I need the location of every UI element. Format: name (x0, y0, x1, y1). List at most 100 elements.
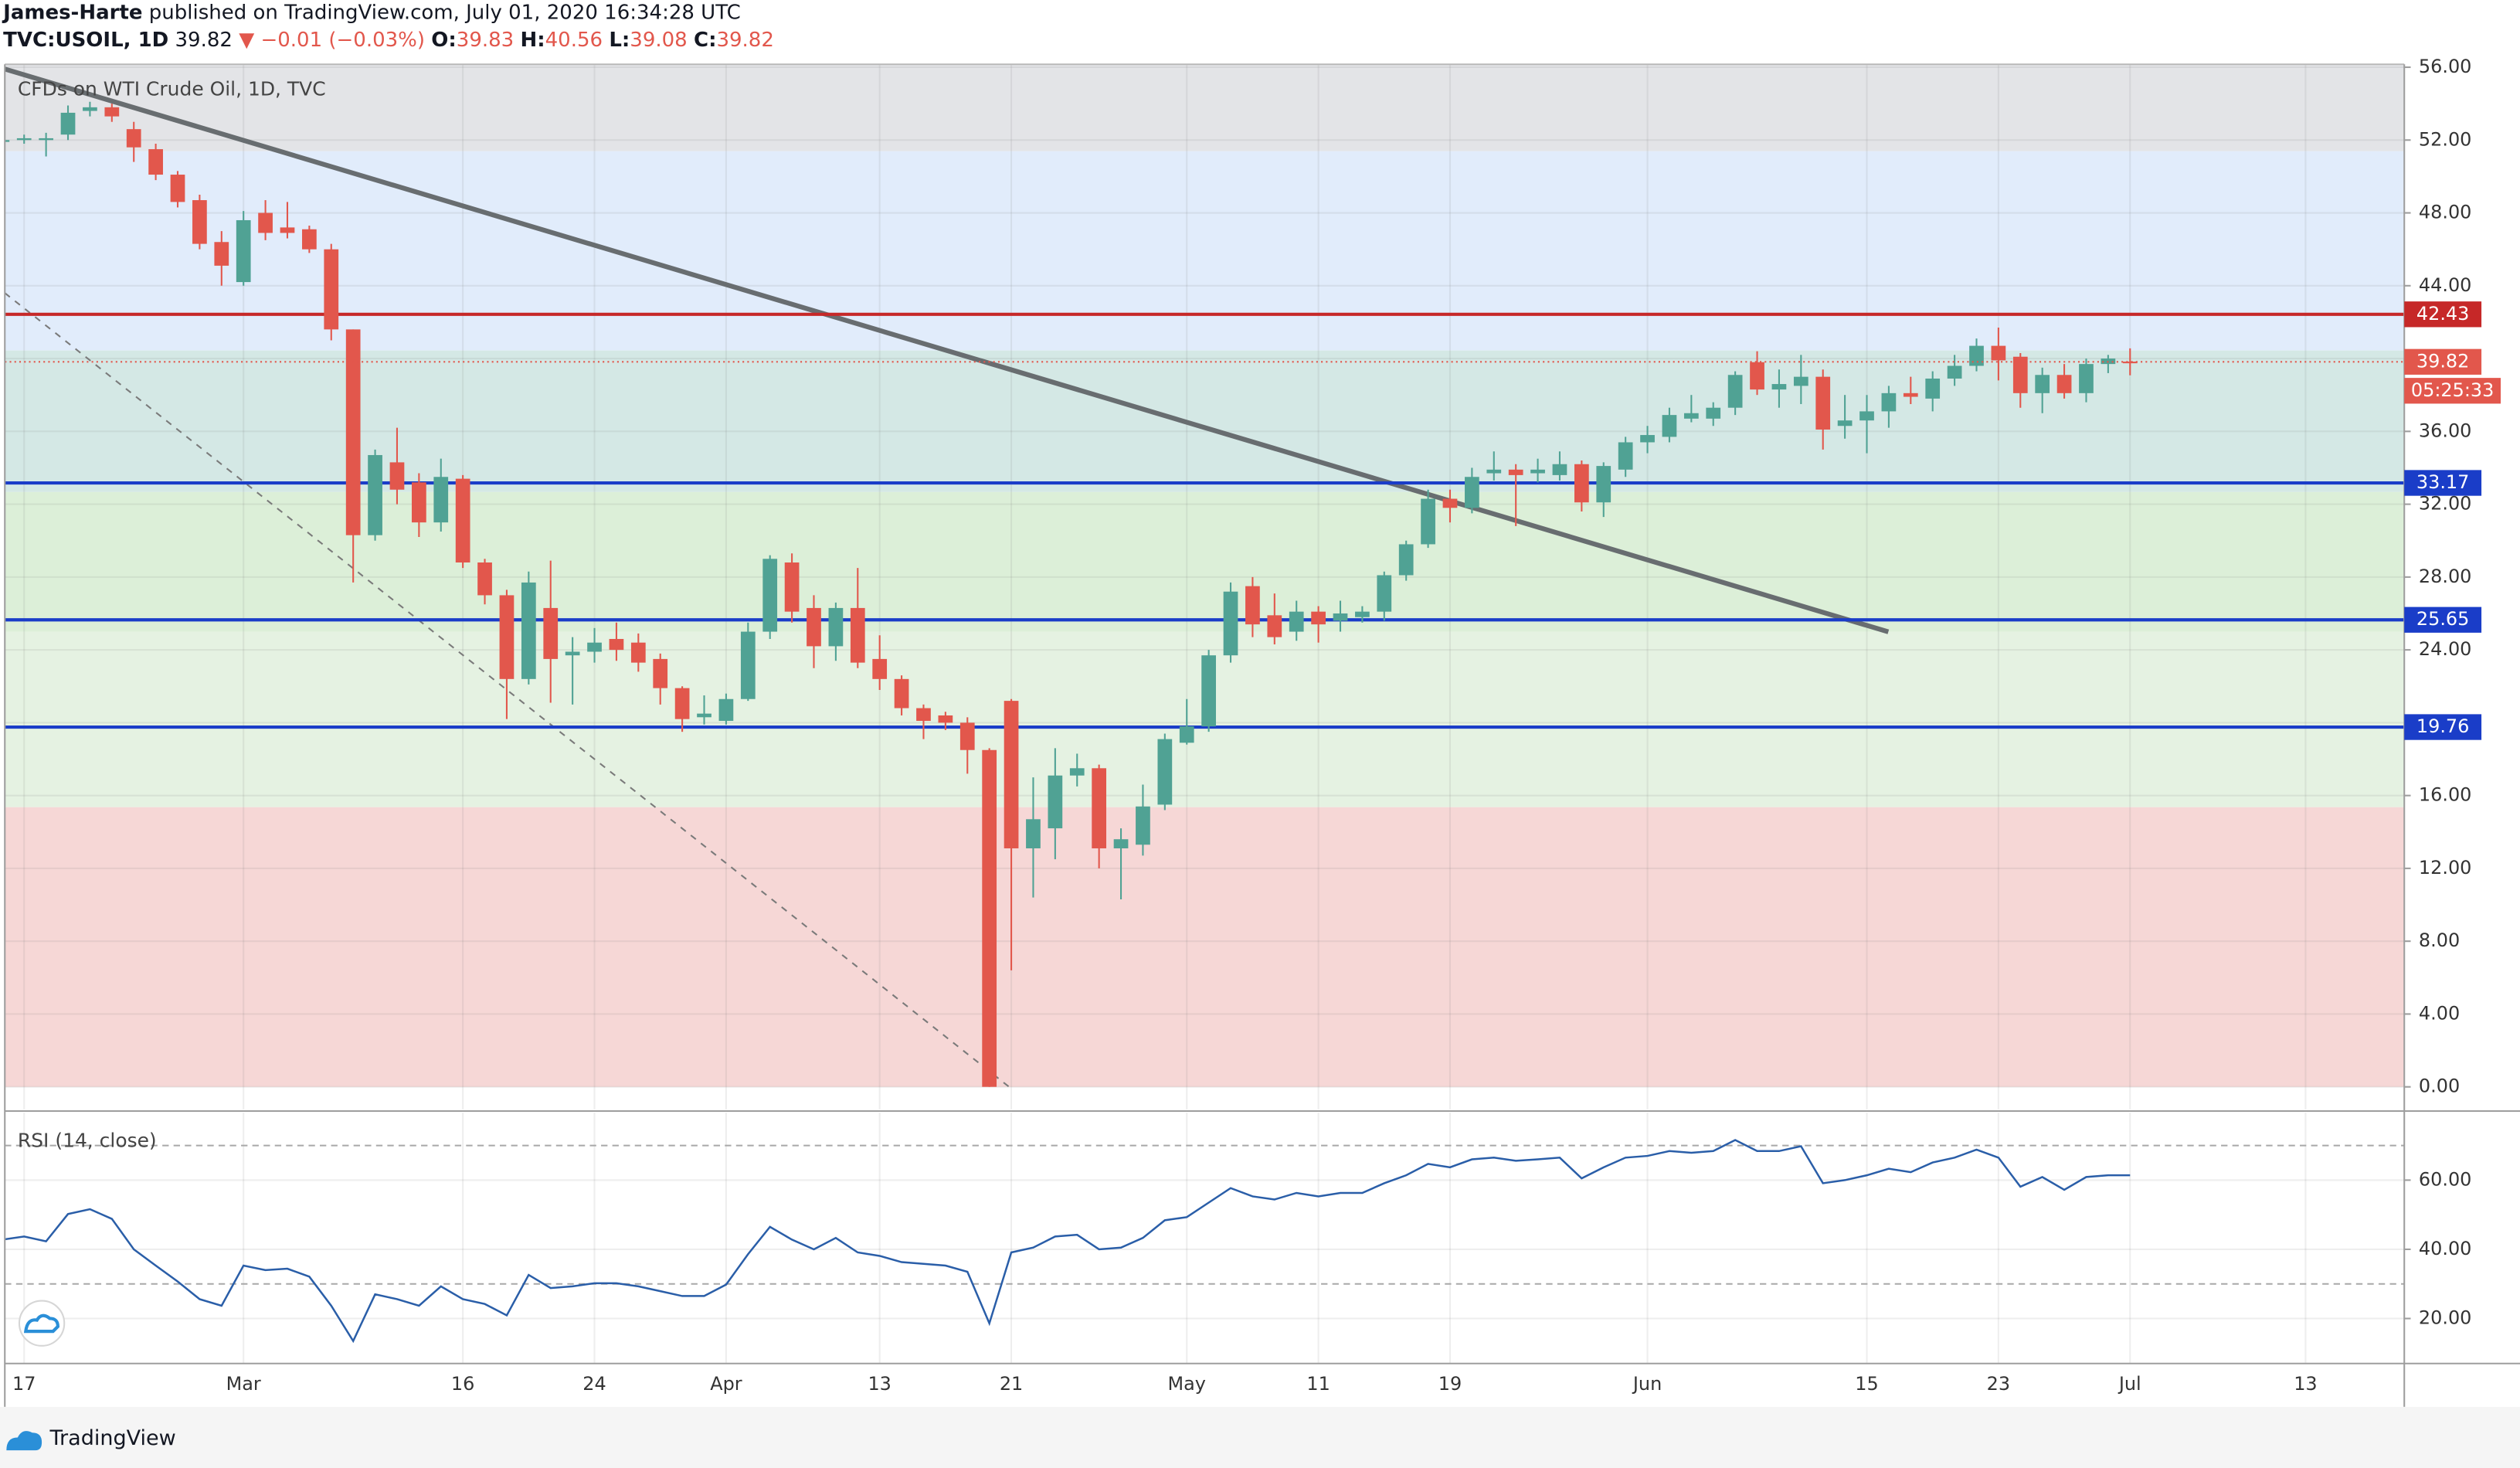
candle-body (959, 722, 975, 750)
y-tick-label: 8.00 (2419, 929, 2460, 951)
rsi-title: RSI (14, close) (18, 1130, 157, 1152)
x-tick-label: 24 (582, 1373, 606, 1395)
candle-body (674, 688, 690, 719)
candle-body (1683, 413, 1699, 419)
candle-body (1706, 407, 1721, 419)
candle-body (433, 477, 449, 523)
candle-body (938, 715, 953, 723)
chart-title: CFDs on WTI Crude Oil, 1D, TVC (18, 78, 326, 100)
footer-bar (0, 1406, 2520, 1468)
candle-body (740, 631, 756, 699)
x-tick-label: May (1168, 1373, 1206, 1395)
y-tick-label: 32.00 (2419, 493, 2471, 515)
y-tick-label: 20.00 (2419, 1307, 2471, 1329)
candle-body (16, 138, 32, 141)
x-tick-label: 11 (1306, 1373, 1330, 1395)
footer-brand[interactable]: TradingView (6, 1426, 176, 1451)
candle-body (455, 478, 470, 563)
candle-body (126, 129, 141, 148)
candle-body (1355, 611, 1370, 617)
level-tag-label: 42.43 (2416, 303, 2469, 325)
candle-body (1223, 591, 1238, 656)
candle-body (389, 462, 405, 490)
candle-body (39, 138, 53, 141)
candle-body (1640, 435, 1655, 443)
candle-body (653, 658, 668, 688)
y-tick-label: 28.00 (2419, 566, 2471, 587)
candle-body (1201, 655, 1216, 727)
y-tick-label: 44.00 (2419, 274, 2471, 296)
candle-body (477, 562, 492, 596)
candle-body (170, 175, 185, 202)
candle-body (2079, 364, 2094, 393)
rsi-line (5, 1139, 2131, 1344)
candle-body (1113, 839, 1129, 848)
price-layer (5, 66, 2405, 1088)
y-tick-label: 0.00 (2419, 1076, 2460, 1097)
candle-body (1069, 768, 1085, 776)
candle-body (302, 229, 317, 250)
candle-body (1837, 420, 1853, 426)
candle-body (1048, 775, 1063, 829)
y-tick-label: 40.00 (2419, 1238, 2471, 1259)
header-line-2: TVC:USOIL, 1D 39.82 ▼ −0.01 (−0.03%) O:3… (3, 29, 774, 52)
zones (5, 64, 2405, 1087)
level-tag (2404, 301, 2482, 328)
author: James-Harte (2, 1, 142, 24)
candle-body (214, 242, 229, 266)
candle-body (1157, 739, 1173, 805)
change: ▼ −0.01 (−0.03%) (239, 29, 425, 52)
candle-body (543, 607, 559, 659)
rsi-layer (5, 1139, 2405, 1344)
candle-body (587, 642, 602, 652)
candle-body (1727, 375, 1743, 408)
candle-body (2012, 356, 2028, 393)
x-tick-label: Mar (226, 1373, 261, 1395)
labels: 17 Mar 16 24 Apr 13 21 May 11 19 Jun 15 23 Jul 13 0.00 4… (12, 56, 2501, 1395)
candle-body (60, 112, 76, 135)
ohlc-value: 39.82 (716, 29, 773, 52)
y-tick-label: 16.00 (2419, 784, 2471, 806)
trendline (5, 66, 1890, 634)
last-price-tag (2404, 348, 2482, 375)
candle-body (982, 749, 997, 1087)
candle-body (1793, 376, 1808, 386)
countdown-tag (2404, 378, 2501, 404)
level-tag (2404, 714, 2482, 740)
level-tag-label: 33.17 (2416, 471, 2469, 493)
published: published on TradingView.com, July 01, 2… (149, 1, 741, 24)
y-tick-label: 48.00 (2419, 202, 2471, 223)
x-tick-label: 19 (1438, 1373, 1462, 1395)
candle-body (1508, 469, 1523, 475)
candle-body (83, 107, 97, 111)
candle-body (1465, 477, 1479, 508)
x-tick-label: Jul (2118, 1373, 2141, 1395)
candle-body (1530, 469, 1545, 474)
candle-body (2122, 362, 2138, 364)
candle-body (1662, 415, 1677, 437)
zone (5, 807, 2405, 1087)
x-tick-label: 13 (2294, 1373, 2317, 1395)
header-line-1: James-Harte published on TradingView.com… (2, 1, 741, 24)
x-tick-label: 15 (1855, 1373, 1878, 1395)
level-tag (2404, 607, 2482, 633)
y-tick-label: 12.00 (2419, 857, 2471, 878)
last: 39.82 (175, 29, 233, 52)
candle-body (1311, 611, 1326, 625)
zone (5, 151, 2405, 351)
candle-body (258, 212, 273, 233)
y-tick-label: 52.00 (2419, 128, 2471, 150)
logo-badge[interactable] (18, 1300, 66, 1347)
candle-body (630, 642, 646, 663)
y-tick-label: 60.00 (2419, 1168, 2471, 1190)
x-tick-label: 23 (1987, 1373, 2010, 1395)
last-price-label: 39.82 (2416, 350, 2469, 372)
level-tag-label: 25.65 (2416, 608, 2469, 630)
candle-body (916, 708, 931, 722)
y-tick-label: 56.00 (2419, 56, 2471, 77)
candle-body (1377, 575, 1392, 612)
candle-body (521, 582, 536, 679)
candle-body (1750, 362, 1764, 390)
candle-body (718, 698, 734, 722)
candle-body (565, 651, 580, 656)
